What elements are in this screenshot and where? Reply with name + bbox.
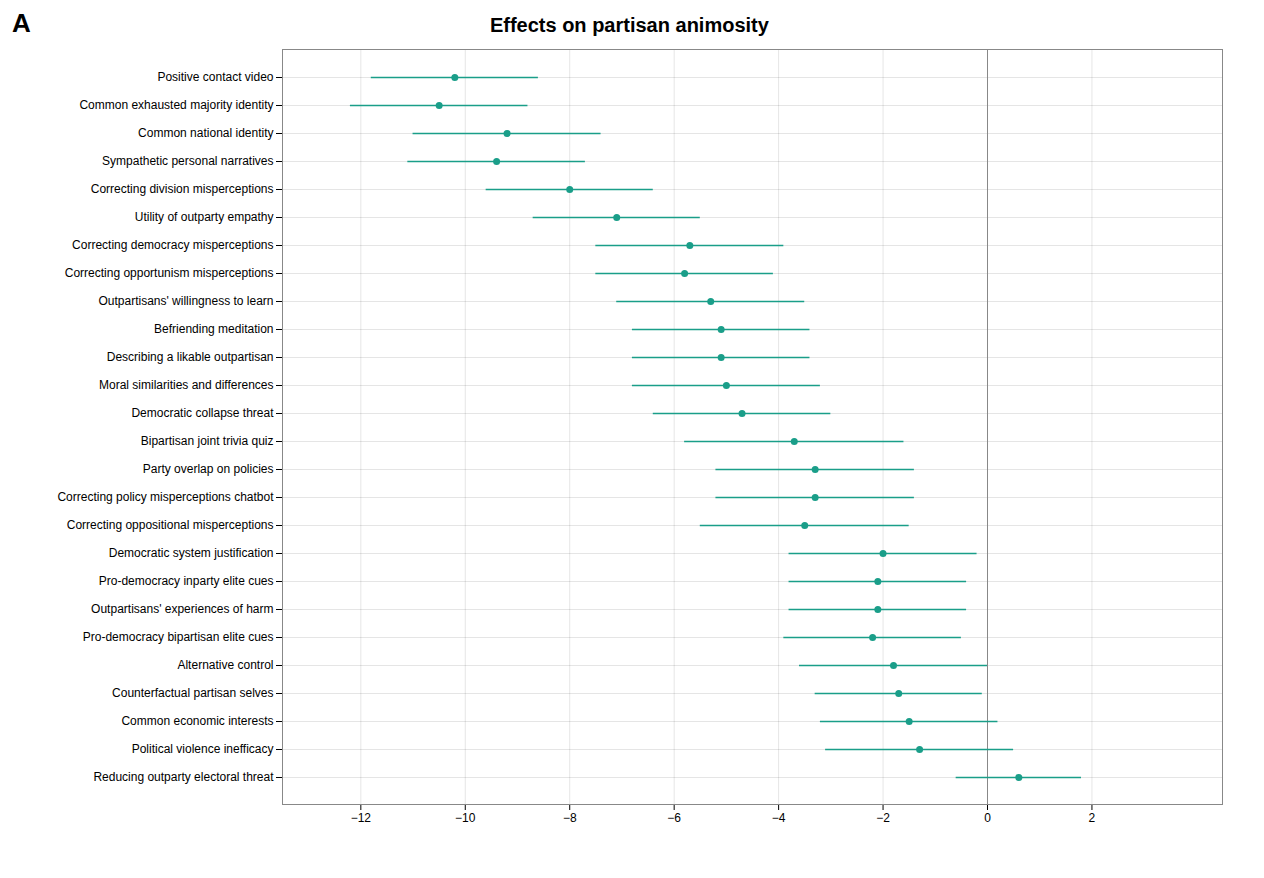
svg-text:Correcting policy misperceptio: Correcting policy misperceptions chatbot <box>57 490 274 504</box>
svg-text:Pro-democracy bipartisan elite: Pro-democracy bipartisan elite cues <box>83 630 274 644</box>
svg-text:−10: −10 <box>455 811 476 825</box>
html-text:A: A <box>12 8 31 38</box>
svg-text:Outpartisans' willingness to l: Outpartisans' willingness to learn <box>98 294 273 308</box>
svg-text:Political violence inefficacy: Political violence inefficacy <box>132 742 274 756</box>
svg-text:Correcting division mispercept: Correcting division misperceptions <box>91 182 274 196</box>
svg-text:Correcting oppositional misper: Correcting oppositional misperceptions <box>67 518 274 532</box>
svg-text:Sympathetic personal narrative: Sympathetic personal narratives <box>102 154 273 168</box>
svg-text:Reducing outparty electoral th: Reducing outparty electoral threat <box>93 770 274 784</box>
svg-text:−6: −6 <box>667 811 681 825</box>
svg-text:0: 0 <box>984 811 991 825</box>
svg-text:Party overlap on policies: Party overlap on policies <box>143 462 274 476</box>
html-text:Effects on partisan animosity: Effects on partisan animosity <box>489 14 769 36</box>
svg-text:Utility of outparty empathy: Utility of outparty empathy <box>135 210 274 224</box>
svg-text:−12: −12 <box>351 811 372 825</box>
svg-text:Common exhausted majority iden: Common exhausted majority identity <box>79 98 273 112</box>
svg-text:Counterfactual partisan selves: Counterfactual partisan selves <box>112 686 273 700</box>
svg-text:Correcting opportunism misperc: Correcting opportunism misperceptions <box>65 266 274 280</box>
svg-text:Democratic collapse threat: Democratic collapse threat <box>131 406 274 420</box>
svg-text:−8: −8 <box>563 811 577 825</box>
svg-text:Befriending meditation: Befriending meditation <box>154 322 273 336</box>
svg-text:Common economic interests: Common economic interests <box>121 714 273 728</box>
svg-text:−2: −2 <box>876 811 890 825</box>
svg-text:Outpartisans' experiences of h: Outpartisans' experiences of harm <box>91 602 273 616</box>
svg-text:Democratic system justificatio: Democratic system justification <box>109 546 274 560</box>
svg-text:Alternative control: Alternative control <box>177 658 273 672</box>
svg-text:Describing a likable outpartis: Describing a likable outpartisan <box>107 350 274 364</box>
svg-text:Moral similarities and differe: Moral similarities and differences <box>99 378 274 392</box>
svg-text:−4: −4 <box>772 811 786 825</box>
svg-text:2: 2 <box>1089 811 1096 825</box>
svg-text:Pro-democracy inparty elite cu: Pro-democracy inparty elite cues <box>99 574 274 588</box>
svg-text:Bipartisan joint trivia quiz: Bipartisan joint trivia quiz <box>141 434 274 448</box>
svg-text:Positive contact video: Positive contact video <box>157 70 273 84</box>
svg-text:Correcting democracy mispercep: Correcting democracy misperceptions <box>72 238 273 252</box>
svg-text:Common national identity: Common national identity <box>138 126 273 140</box>
